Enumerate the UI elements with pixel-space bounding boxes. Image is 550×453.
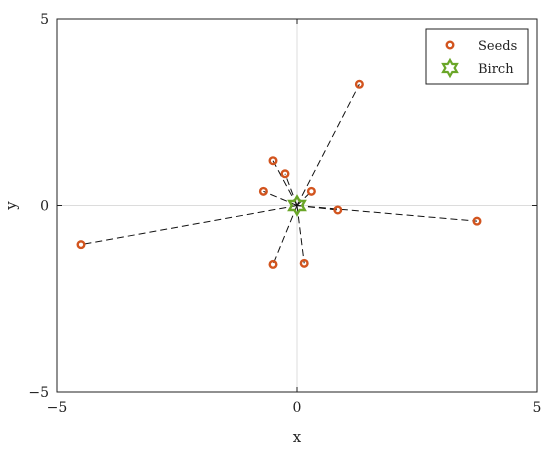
legend-birch-label: Birch: [478, 62, 514, 77]
seed-link-line: [272, 160, 298, 206]
tick-labels: −5 0 5 −5 0 5: [28, 12, 541, 416]
seed-link-line: [296, 84, 360, 206]
legend-box: [425, 28, 529, 85]
seed-point: [258, 186, 268, 196]
seed-point: [472, 216, 482, 226]
axis-ticks: [56, 18, 538, 393]
legend-seeds-label: Seeds: [478, 39, 517, 54]
legend-birch-marker: [441, 57, 459, 79]
y-tick-label: 5: [40, 12, 49, 28]
seed-point: [268, 259, 278, 269]
seed-point: [306, 186, 316, 196]
seed-link-line: [296, 205, 305, 264]
seed-link-line: [272, 205, 298, 265]
seed-link-line: [80, 205, 298, 246]
x-tick-label: 5: [533, 400, 542, 416]
x-tick-label: 0: [293, 400, 302, 416]
x-tick-label: −5: [47, 400, 68, 416]
seed-links: [80, 84, 478, 265]
y-tick-label: −5: [28, 385, 49, 401]
seed-point: [280, 169, 290, 179]
y-axis-label: y: [2, 201, 20, 211]
legend: Seeds Birch: [425, 28, 529, 85]
seed-point: [354, 79, 364, 89]
seed-link-line: [296, 205, 478, 222]
seed-point: [268, 156, 278, 166]
seed-point: [333, 205, 343, 215]
birch-point: [287, 194, 307, 217]
x-axis-label: x: [293, 428, 302, 446]
seed-point: [299, 258, 309, 268]
y-tick-label: 0: [40, 199, 49, 215]
legend-seeds-marker: [445, 40, 455, 50]
seed-point: [76, 240, 86, 250]
data-markers: [76, 79, 482, 269]
